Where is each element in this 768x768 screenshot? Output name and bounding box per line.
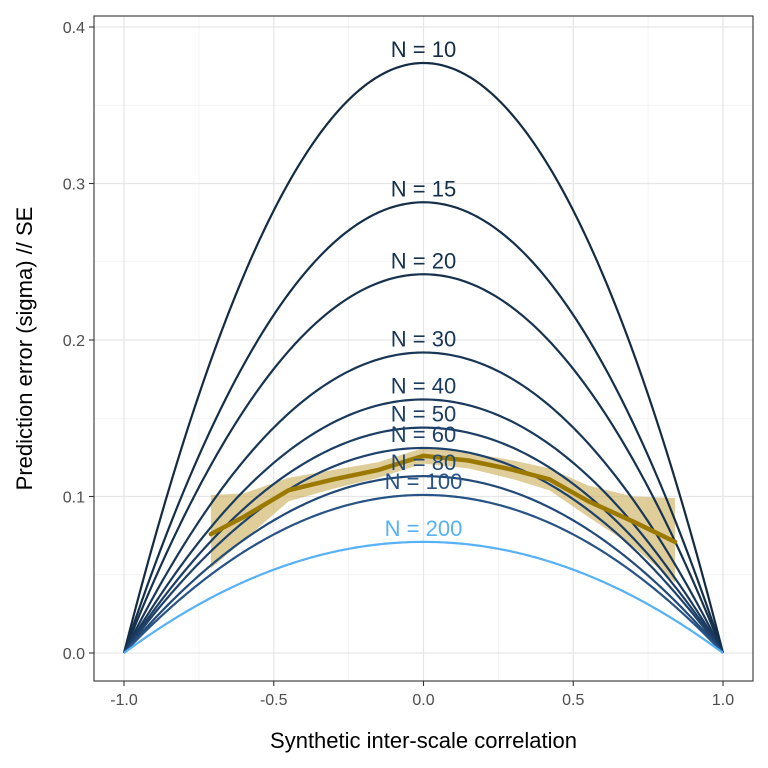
series-label: N = 40 <box>391 373 456 398</box>
y-tick-label: 0.3 <box>63 177 85 194</box>
y-tick-label: 0.0 <box>63 646 85 663</box>
x-axis-title: Synthetic inter-scale correlation <box>270 728 577 753</box>
x-tick-label: -1.0 <box>110 692 138 709</box>
y-tick-label: 0.1 <box>63 490 85 507</box>
series-label: N = 200 <box>385 516 463 541</box>
series-line-6 <box>123 446 724 654</box>
trend-line <box>208 453 678 545</box>
series-label: N = 10 <box>391 37 456 62</box>
series-line-3 <box>123 351 724 654</box>
series-label: N = 50 <box>391 402 456 427</box>
series-label: N = 80 <box>391 450 456 475</box>
series-label: N = 60 <box>391 422 456 447</box>
series-label: N = 100 <box>385 469 463 494</box>
x-tick-label: 0.5 <box>562 692 584 709</box>
x-axis: -1.0 -0.5 0.0 0.5 1.0 <box>110 681 734 709</box>
series-line-7 <box>123 475 724 654</box>
series-labels: N = 10N = 15N = 20N = 30N = 40N = 50N = … <box>385 37 463 541</box>
series-line-2 <box>122 273 725 654</box>
series-lines <box>122 61 725 654</box>
series-line-9 <box>123 540 724 654</box>
series-label: N = 30 <box>391 327 456 352</box>
y-tick-label: 0.4 <box>63 20 85 37</box>
x-tick-label: 1.0 <box>712 692 734 709</box>
grid <box>94 16 753 681</box>
x-tick-label: 0.0 <box>412 692 434 709</box>
x-tick-label: -0.5 <box>260 692 288 709</box>
series-line-4 <box>123 398 724 654</box>
trend-line-group <box>208 453 678 545</box>
series-line-8 <box>123 493 724 654</box>
series-label: N = 20 <box>391 248 456 273</box>
series-line-1 <box>122 201 725 654</box>
y-tick-label: 0.2 <box>63 333 85 350</box>
y-axis-title: Prediction error (sigma) // SE <box>12 207 37 491</box>
series-line-0 <box>122 61 725 654</box>
series-label: N = 15 <box>391 176 456 201</box>
y-axis: 0.0 0.1 0.2 0.3 0.4 <box>63 20 94 663</box>
